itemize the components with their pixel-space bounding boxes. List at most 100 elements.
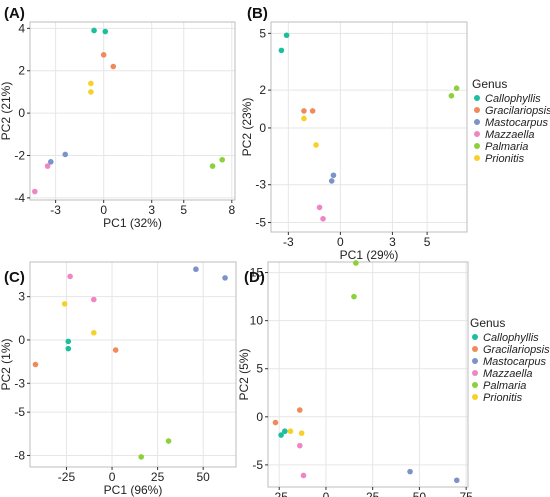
legend-swatch-mazzaella	[472, 370, 478, 376]
x-tick-label: 5	[180, 203, 187, 217]
point-mastocarpus	[62, 151, 69, 158]
y-axis-label: PC2 (21%)	[0, 82, 13, 141]
point-callophyllis	[282, 428, 288, 435]
panel-label: (D)	[244, 269, 265, 286]
legend-entry: Palmaria	[485, 141, 528, 153]
point-gracilariopsis	[301, 108, 307, 114]
y-tick-label: -5	[255, 216, 266, 230]
legend-entry: Mastocarpus	[483, 356, 546, 368]
legend-entry: Callophyllis	[483, 332, 539, 344]
x-axis-label: PC1 (29%)	[340, 248, 399, 262]
point-mastocarpus	[330, 172, 337, 179]
point-gracilariopsis	[100, 52, 107, 58]
point-prionitis	[313, 142, 319, 148]
legend-2: Genus CallophyllisGracilariopsisMastocarp…	[470, 316, 550, 404]
legend-swatch-prionitis	[474, 155, 480, 161]
x-tick-label: 0	[337, 235, 344, 249]
legend-entry: Prionitis	[483, 392, 523, 404]
point-palmaria	[353, 260, 359, 266]
x-tick-label: 75	[459, 490, 473, 497]
point-callophyllis	[91, 27, 97, 34]
plot-border	[29, 261, 237, 468]
y-tick-label: -5	[14, 405, 25, 419]
point-mastocarpus	[48, 159, 54, 165]
legend-swatch-gracilariopsis	[474, 107, 480, 113]
point-gracilariopsis	[112, 347, 119, 353]
y-tick-label: -3	[14, 376, 25, 390]
y-tick-label: 10	[250, 314, 264, 328]
panel-label: (A)	[4, 5, 25, 22]
legend-title: Genus	[472, 77, 507, 91]
y-tick-label: 0	[256, 410, 263, 424]
y-tick-label: -4	[14, 191, 25, 205]
plot-border	[267, 261, 469, 488]
x-tick-label: 8	[228, 203, 235, 217]
x-tick-label: 50	[413, 490, 427, 497]
y-tick-label: 0	[18, 106, 25, 120]
legend-entry: Palmaria	[483, 380, 526, 392]
plot-area	[29, 261, 237, 468]
point-mastocarpus	[193, 266, 199, 273]
plot-area	[270, 21, 468, 233]
y-tick-label: -5	[252, 458, 263, 472]
point-gracilariopsis	[309, 108, 316, 114]
y-tick-label: -2	[14, 149, 25, 163]
panel-label: (B)	[247, 5, 268, 22]
plot-border	[29, 21, 236, 201]
x-tick-label: -3	[50, 203, 61, 217]
point-mazzaella	[67, 273, 73, 280]
panel-a: -3 0 3 5 8 -4 -2 0 2 4 PC1 (32%) PC2 (21%) (A)	[0, 5, 236, 230]
x-tick-label: -25	[58, 470, 76, 484]
point-callophyllis	[278, 432, 284, 438]
x-tick-label: 50	[197, 470, 211, 484]
y-tick-label: 5	[256, 362, 263, 376]
legend-swatch-palmaria	[474, 143, 480, 149]
point-prionitis	[301, 115, 307, 122]
point-prionitis	[298, 430, 305, 436]
legend-entry: Gracilariopsis	[485, 105, 550, 117]
panel-b: -3 0 3 5 -5 -3 0 2 5 PC1 (29%) PC2 (23%) (B)	[240, 5, 468, 262]
point-palmaria	[448, 92, 455, 99]
x-axis-label: PC1 (32%)	[103, 216, 162, 230]
x-tick-label: 0	[323, 490, 330, 497]
legend-swatch-callophyllis	[474, 95, 480, 101]
point-palmaria	[351, 293, 357, 300]
x-tick-label: 25	[151, 470, 165, 484]
point-mastocarpus	[328, 178, 335, 184]
point-gracilariopsis	[272, 419, 279, 426]
point-palmaria	[209, 163, 216, 169]
x-tick-label: 0	[100, 203, 107, 217]
point-mazzaella	[91, 296, 97, 303]
x-tick-label: -3	[283, 235, 294, 249]
point-prionitis	[88, 80, 94, 87]
point-palmaria	[453, 85, 460, 92]
point-prionitis	[91, 329, 97, 336]
y-tick-label: 15	[250, 266, 264, 280]
x-tick-label: 5	[424, 235, 431, 249]
y-tick-label: -3	[255, 178, 266, 192]
y-axis-label: PC2 (1%)	[0, 338, 13, 390]
point-mastocarpus	[222, 275, 228, 281]
legend-swatch-gracilariopsis	[472, 346, 478, 352]
point-gracilariopsis	[296, 407, 303, 413]
legend-entry: Callophyllis	[485, 93, 541, 105]
legend-entry: Mazzaella	[483, 368, 533, 380]
point-callophyllis	[65, 345, 72, 352]
point-mazzaella	[320, 215, 326, 222]
y-tick-label: -8	[14, 448, 25, 462]
point-mazzaella	[32, 188, 38, 195]
point-mazzaella	[44, 163, 51, 169]
y-tick-label: 0	[259, 121, 266, 135]
point-callophyllis	[65, 338, 72, 345]
point-callophyllis	[283, 32, 290, 39]
legend-swatch-prionitis	[472, 394, 478, 400]
x-axis-label: PC1 (96%)	[104, 483, 163, 497]
legend-entry: Prionitis	[485, 153, 525, 165]
point-prionitis	[61, 301, 68, 307]
point-prionitis	[88, 89, 94, 95]
point-palmaria	[138, 454, 145, 460]
panel-label: (C)	[4, 269, 25, 286]
legend-swatch-mastocarpus	[472, 358, 478, 364]
